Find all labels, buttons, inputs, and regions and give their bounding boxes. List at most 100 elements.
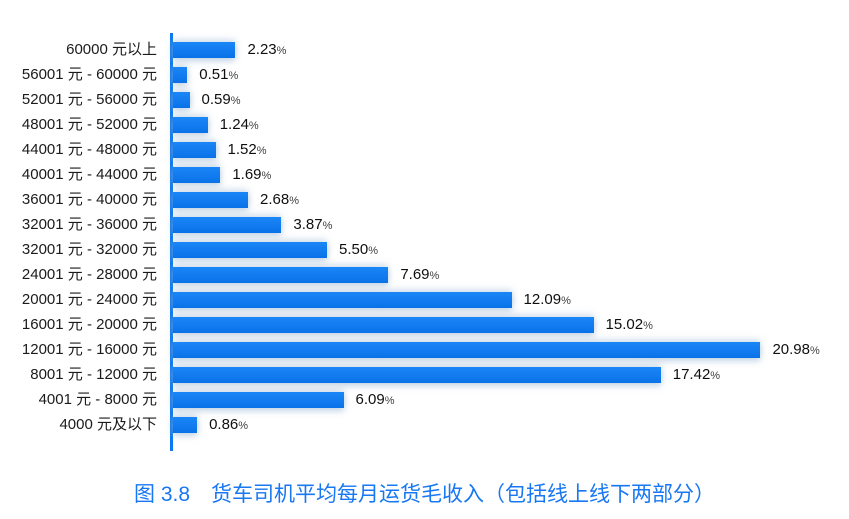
value-label: 2.23% <box>247 41 287 58</box>
bar <box>173 66 188 83</box>
percent-sign: % <box>643 320 653 332</box>
category-label: 40001 元 - 44000 元 <box>21 166 157 183</box>
bar-row: 36001 元 - 40000 元 2.68% <box>0 187 849 212</box>
bar-cell: 1.52% <box>170 137 849 162</box>
category-label: 56001 元 - 60000 元 <box>21 66 157 83</box>
percent-sign: % <box>248 120 259 132</box>
bar <box>173 241 327 258</box>
bar <box>173 116 208 133</box>
bar-row: 8001 元 - 12000 元 17.42% <box>0 362 849 387</box>
bar-row: 4001 元 - 8000 元 6.09% <box>0 387 849 412</box>
value-label: 0.59% <box>201 91 241 108</box>
percent-sign: % <box>256 145 267 157</box>
bar-row: 52001 元 - 56000 元 0.59% <box>0 87 849 112</box>
bar <box>173 341 761 358</box>
value-label: 20.98% <box>772 341 820 358</box>
percent-sign: % <box>276 45 287 57</box>
bar-cell: 20.98% <box>170 337 849 362</box>
value-label: 7.69% <box>400 266 440 283</box>
value-label: 15.02% <box>605 316 653 333</box>
category-label: 44001 元 - 48000 元 <box>21 141 157 158</box>
value-label: 12.09% <box>523 291 571 308</box>
bar-row: 20001 元 - 24000 元 12.09% <box>0 287 849 312</box>
bar <box>173 216 282 233</box>
value-label: 2.68% <box>260 191 300 208</box>
percent-sign: % <box>384 395 395 407</box>
percent-sign: % <box>230 95 241 107</box>
bar-row: 40001 元 - 44000 元 1.69% <box>0 162 849 187</box>
category-label: 52001 元 - 56000 元 <box>21 91 157 108</box>
bar-cell: 1.69% <box>170 162 849 187</box>
bar <box>173 191 249 208</box>
bar-chart: 60000 元以上 2.23% 56001 元 - 60000 元 0.51% 5200… <box>0 33 849 506</box>
bar <box>173 91 190 108</box>
bar <box>173 316 594 333</box>
bar-row: 24001 元 - 28000 元 7.69% <box>0 262 849 287</box>
category-label: 48001 元 - 52000 元 <box>21 116 157 133</box>
percent-sign: % <box>429 270 440 282</box>
value-label: 3.87% <box>293 216 333 233</box>
value-label: 1.69% <box>232 166 272 183</box>
percent-sign: % <box>710 370 721 382</box>
category-label: 24001 元 - 28000 元 <box>21 266 157 283</box>
bar-cell: 15.02% <box>170 312 849 337</box>
bar <box>173 366 661 383</box>
category-label: 4000 元及以下 <box>59 416 157 433</box>
percent-sign: % <box>809 345 820 357</box>
category-label: 16001 元 - 20000 元 <box>21 316 157 333</box>
bar-row: 12001 元 - 16000 元 20.98% <box>0 337 849 362</box>
bar-row: 48001 元 - 52000 元 1.24% <box>0 112 849 137</box>
bar-cell: 3.87% <box>170 212 849 237</box>
bar-cell: 2.68% <box>170 187 849 212</box>
value-label: 1.24% <box>219 116 259 133</box>
bar <box>173 391 344 408</box>
bar-row: 44001 元 - 48000 元 1.52% <box>0 137 849 162</box>
y-axis-segment <box>170 437 849 451</box>
percent-sign: % <box>368 245 378 257</box>
bar-cell: 17.42% <box>170 362 849 387</box>
value-label: 1.52% <box>227 141 267 158</box>
category-label: 36001 元 - 40000 元 <box>21 191 157 208</box>
value-label: 0.51% <box>199 66 239 83</box>
bar <box>173 416 198 433</box>
percent-sign: % <box>238 420 249 432</box>
percent-sign: % <box>261 170 272 182</box>
bar <box>173 166 221 183</box>
bar-cell: 0.86% <box>170 412 849 437</box>
bar-row: 4000 元及以下 0.86% <box>0 412 849 437</box>
category-label: 20001 元 - 24000 元 <box>21 291 157 308</box>
chart-title: 图 3.8 货车司机平均每月运货毛收入（包括线上线下两部分） <box>133 483 716 506</box>
bar-cell: 6.09% <box>170 387 849 412</box>
bar-cell: 12.09% <box>170 287 849 312</box>
category-label: 8001 元 - 12000 元 <box>30 366 157 383</box>
value-label: 0.86% <box>209 416 249 433</box>
axis-spacer <box>0 33 849 37</box>
bar <box>173 291 512 308</box>
bar <box>173 141 216 158</box>
value-label: 6.09% <box>355 391 395 408</box>
percent-sign: % <box>561 295 571 307</box>
bar-cell: 0.51% <box>170 62 849 87</box>
bar-cell: 0.59% <box>170 87 849 112</box>
bar-cell: 1.24% <box>170 112 849 137</box>
category-label: 4001 元 - 8000 元 <box>38 391 157 408</box>
percent-sign: % <box>289 195 300 207</box>
bar-cell: 5.50% <box>170 237 849 262</box>
bar-row: 32001 元 - 32000 元 5.50% <box>0 237 849 262</box>
bar-cell: 7.69% <box>170 262 849 287</box>
y-axis-segment <box>170 33 849 37</box>
bar-row: 60000 元以上 2.23% <box>0 37 849 62</box>
value-label: 5.50% <box>339 241 378 258</box>
category-label: 12001 元 - 16000 元 <box>21 341 157 358</box>
axis-spacer <box>0 437 849 451</box>
bar-row: 16001 元 - 20000 元 15.02% <box>0 312 849 337</box>
bar-row: 56001 元 - 60000 元 0.51% <box>0 62 849 87</box>
category-label: 60000 元以上 <box>66 41 157 58</box>
category-label: 32001 元 - 32000 元 <box>21 241 157 258</box>
category-label: 32001 元 - 36000 元 <box>21 216 157 233</box>
bar <box>173 41 236 58</box>
percent-sign: % <box>322 220 333 232</box>
value-label: 17.42% <box>672 366 721 383</box>
percent-sign: % <box>228 70 239 82</box>
plot-area: 60000 元以上 2.23% 56001 元 - 60000 元 0.51% 5200… <box>0 33 849 451</box>
